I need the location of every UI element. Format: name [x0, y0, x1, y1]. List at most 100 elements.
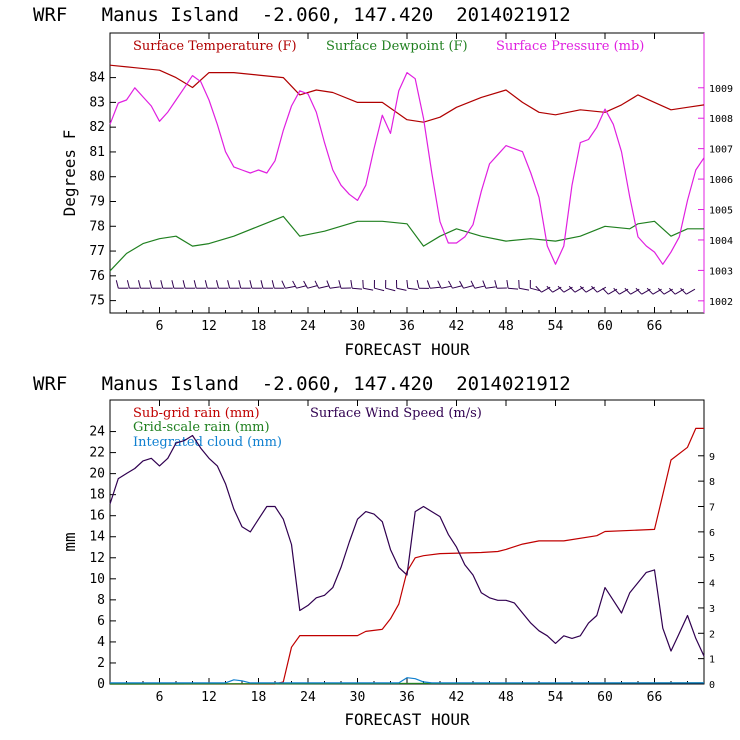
y2-tick-label: 1003: [709, 266, 733, 277]
y2-tick-label: 1007: [709, 145, 733, 156]
chart2-legend-subgrid-rain: Sub-grid rain (mm): [133, 406, 260, 421]
y-tick-label: 82: [89, 120, 105, 135]
y2-tick-label: 7: [709, 503, 715, 514]
x-tick-label: 24: [300, 319, 316, 334]
x-tick-label: 60: [597, 690, 613, 705]
y-tick-label: 2: [97, 656, 105, 671]
wind-barb: [494, 280, 507, 289]
chart1-wind-barbs: [115, 279, 696, 295]
chart1-y2-ticks: 1002 1003 1004 1005 1006 1007 1008 1009: [698, 84, 733, 308]
wind-barb: [303, 280, 318, 289]
y-tick-label: 24: [89, 425, 105, 440]
y-tick-label: 81: [89, 145, 105, 160]
x-tick-label: 36: [399, 319, 415, 334]
subgrid-rain-line: [110, 427, 704, 685]
chart-rain-wind: WRF Manus Island -2.060, 147.420 2014021…: [33, 373, 715, 729]
x-tick-label: 42: [449, 319, 465, 334]
y2-tick-label: 4: [709, 579, 715, 590]
wind-barb: [680, 287, 696, 295]
y2-tick-label: 1008: [709, 114, 733, 125]
wind-barb: [482, 280, 496, 289]
y-tick-label: 18: [89, 488, 105, 503]
x-tick-label: 18: [251, 690, 267, 705]
wind-barb: [138, 280, 151, 289]
wind-barb: [373, 279, 385, 292]
wind-barb: [292, 280, 307, 289]
y2-tick-label: 1006: [709, 175, 733, 186]
chart-temperature-pressure: WRF Manus Island -2.060, 147.420 2014021…: [33, 4, 733, 359]
y-tick-label: 0: [97, 677, 105, 692]
wind-barb: [385, 279, 396, 292]
chart2-legend-wind-speed: Surface Wind Speed (m/s): [310, 406, 482, 421]
y2-tick-label: 1004: [709, 236, 733, 247]
chart1-plot-frame: [109, 32, 705, 314]
chart2-legend-integrated-cloud: Integrated cloud (mm): [133, 435, 282, 450]
y-tick-label: 10: [89, 572, 105, 587]
x-tick-label: 66: [647, 319, 663, 334]
wind-barb: [171, 280, 184, 289]
y-tick-label: 78: [89, 219, 105, 234]
y-tick-label: 79: [89, 194, 105, 209]
wind-barb: [437, 280, 452, 289]
chart1-y-ticks: 75 76 77 78 79 80 81 82 83 84: [89, 71, 116, 309]
wind-barb: [326, 280, 340, 289]
y-tick-label: 22: [89, 446, 105, 461]
wind-barb: [518, 279, 530, 291]
y-tick-label: 77: [89, 244, 105, 259]
y2-tick-label: 0: [709, 680, 715, 691]
y2-tick-label: 1002: [709, 297, 733, 308]
wind-barb: [216, 280, 229, 289]
integrated-cloud-line: [110, 677, 704, 684]
wind-barb: [350, 279, 363, 290]
wind-barb: [591, 285, 607, 293]
y2-tick-label: 1005: [709, 206, 733, 217]
chart1-legend-temperature: Surface Temperature (F): [133, 39, 297, 54]
y-tick-label: 16: [89, 509, 105, 524]
wind-barb: [448, 280, 463, 289]
chart1-legend-dewpoint: Surface Dewpoint (F): [326, 39, 468, 54]
x-tick-label: 48: [498, 319, 514, 334]
chart1-series: [109, 64, 705, 272]
wind-barb: [249, 280, 262, 289]
x-tick-label: 36: [399, 690, 415, 705]
y2-tick-label: 5: [709, 553, 715, 564]
wind-barb: [459, 280, 474, 289]
wind-barb: [271, 280, 285, 289]
y-tick-label: 80: [89, 170, 105, 185]
y2-tick-label: 1: [709, 655, 715, 666]
dewpoint-line: [109, 215, 704, 272]
y2-tick-label: 3: [709, 604, 715, 615]
y2-tick-label: 8: [709, 477, 715, 488]
wind-barb: [115, 280, 129, 289]
x-tick-label: 42: [449, 690, 465, 705]
wind-barb: [149, 280, 162, 289]
x-tick-label: 66: [647, 690, 663, 705]
y-tick-label: 84: [89, 71, 105, 86]
wind-barb: [314, 280, 329, 289]
chart2-x-axis-label: FORECAST HOUR: [344, 710, 470, 729]
x-tick-label: 6: [156, 319, 164, 334]
y-tick-label: 83: [89, 95, 105, 110]
x-tick-label: 18: [251, 319, 267, 334]
y-tick-label: 4: [97, 635, 105, 650]
wind-barb: [204, 280, 218, 289]
pressure-line: [109, 71, 705, 265]
y2-tick-label: 9: [709, 452, 715, 463]
x-tick-label: 30: [350, 690, 366, 705]
chart2-y2-ticks: 0 1 2 3 4 5 6 7 8 9: [698, 452, 715, 691]
chart2-legend-grid-rain: Grid-scale rain (mm): [133, 420, 270, 435]
wind-speed-line: [109, 434, 705, 657]
wind-barb: [160, 280, 173, 289]
wind-barb: [416, 280, 430, 289]
chart1-legend-pressure: Surface Pressure (mb): [496, 39, 644, 54]
y-tick-label: 75: [89, 294, 105, 309]
y-tick-label: 8: [97, 593, 105, 608]
chart2-title: WRF Manus Island -2.060, 147.420 2014021…: [33, 373, 571, 395]
x-tick-label: 12: [201, 690, 217, 705]
x-tick-label: 24: [300, 690, 316, 705]
wind-barb: [506, 279, 519, 290]
x-tick-label: 12: [201, 319, 217, 334]
x-tick-label: 54: [548, 690, 564, 705]
